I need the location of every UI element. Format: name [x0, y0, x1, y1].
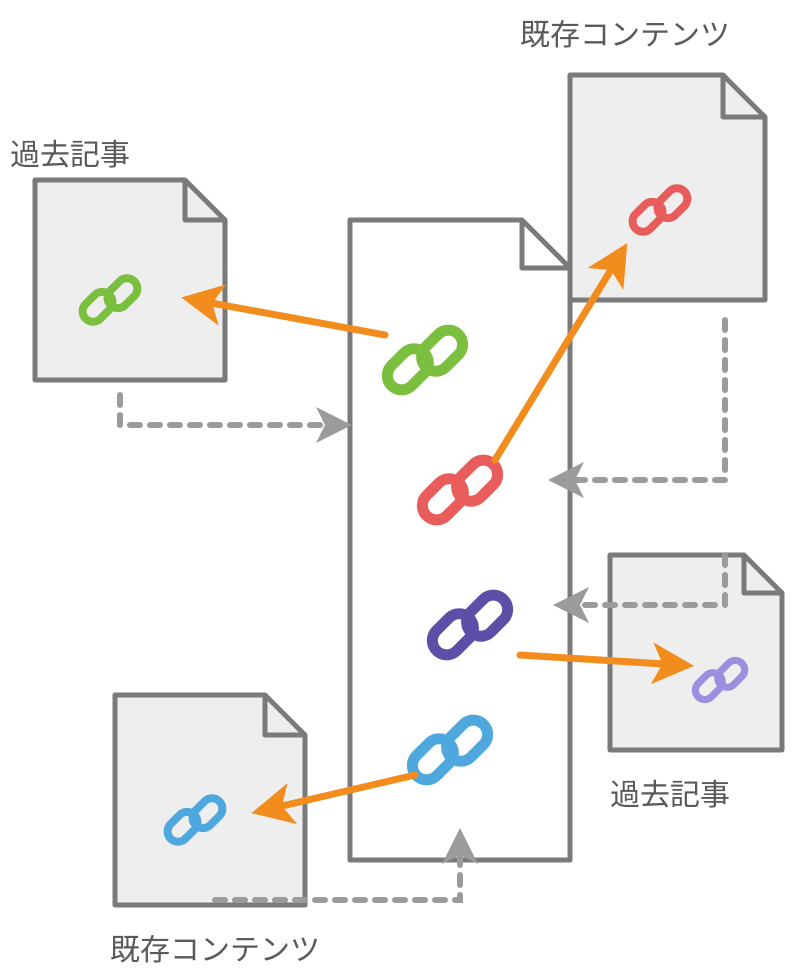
arrow-green-in	[120, 395, 340, 425]
doc-past-top-left	[35, 180, 225, 380]
main-document	[350, 220, 570, 860]
doc-existing-bot-left	[115, 695, 305, 905]
label-existing-bot: 既存コンテンツ	[110, 925, 320, 969]
label-past-top: 過去記事	[10, 130, 130, 174]
arrow-red-in	[560, 320, 725, 480]
label-existing-top: 既存コンテンツ	[520, 10, 730, 54]
doc-past-right	[610, 555, 782, 750]
label-past-right: 過去記事	[610, 770, 730, 814]
doc-existing-top-right	[570, 75, 765, 300]
